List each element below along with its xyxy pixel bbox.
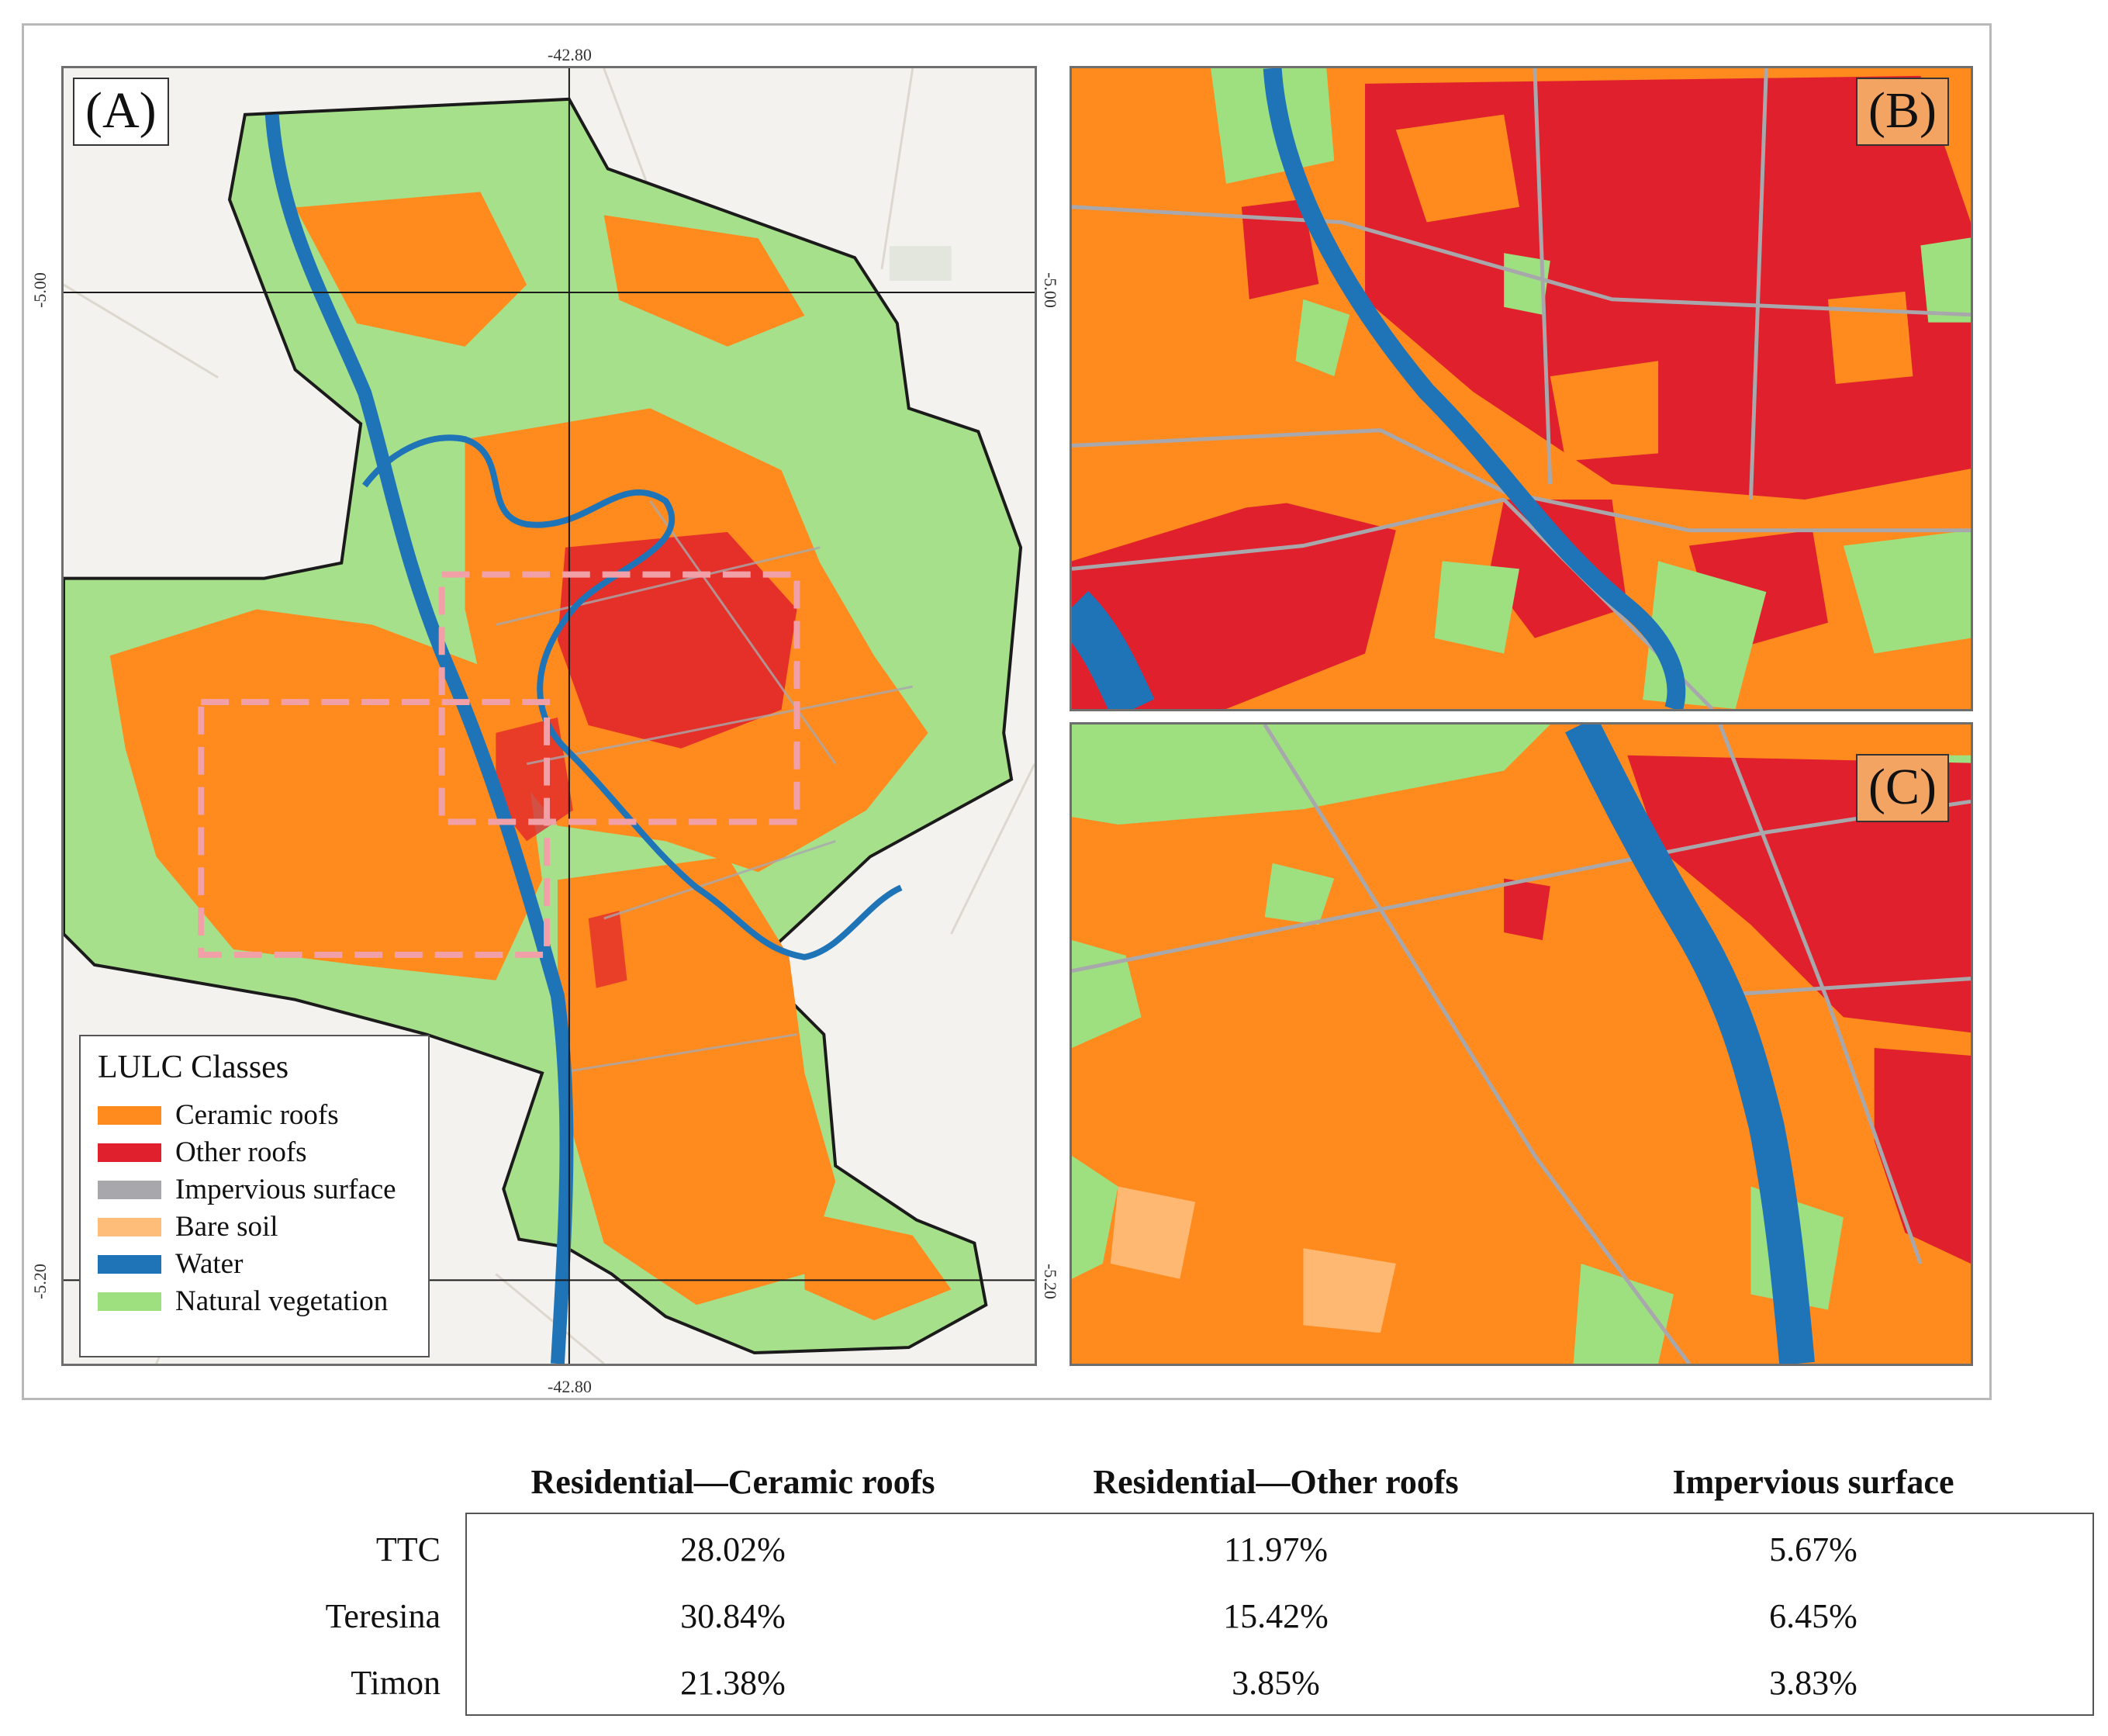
- table-cell: 3.85%: [1232, 1664, 1320, 1702]
- legend-swatch: [98, 1106, 161, 1125]
- table-cell: 21.38%: [680, 1664, 786, 1702]
- legend-label: Ceramic roofs: [175, 1099, 339, 1131]
- ceramic-roof-areas: [1164, 114, 1913, 515]
- lat-label-right-top: -5.00: [1040, 272, 1060, 308]
- legend-label: Natural vegetation: [175, 1285, 389, 1317]
- poti-river: [361, 434, 903, 960]
- bare-soil-areas: [1110, 1186, 1396, 1333]
- map-panel-a: (A) LULC Classes Ceramic roofs Other roo…: [61, 66, 1037, 1366]
- legend-swatch: [98, 1255, 161, 1274]
- table-cell: 15.42%: [1223, 1597, 1329, 1635]
- table-row-label: Timon: [351, 1664, 441, 1702]
- legend-label: Impervious surface: [175, 1174, 396, 1205]
- legend-item-water: Water: [98, 1247, 423, 1281]
- legend-label: Other roofs: [175, 1136, 307, 1168]
- zoom-map-c: [1072, 724, 1971, 1364]
- legend-swatch: [98, 1143, 161, 1162]
- other-roof-areas: [1072, 75, 1971, 709]
- panel-b-label: (B): [1856, 78, 1949, 146]
- legend-swatch: [98, 1292, 161, 1311]
- legend-item-natural-vegetation: Natural vegetation: [98, 1285, 423, 1319]
- inset-extent-boxes: [198, 571, 800, 958]
- legend-title: LULC Classes: [98, 1050, 289, 1085]
- table-cell: 28.02%: [680, 1530, 786, 1568]
- legend-item-ceramic-roofs: Ceramic roofs: [98, 1098, 423, 1133]
- table-header-ceramic-roofs: Residential—Ceramic roofs: [530, 1463, 935, 1501]
- panel-c-label: (C): [1856, 754, 1949, 822]
- table-row-label: TTC: [375, 1530, 441, 1568]
- parnaiba-river: [264, 114, 574, 1364]
- river-branch: [1072, 590, 1155, 709]
- zoom-map-b: [1072, 68, 1971, 709]
- legend-item-impervious-surface: Impervious surface: [98, 1173, 423, 1207]
- map-panel-c: (C): [1070, 722, 1973, 1366]
- table-header-impervious-surface: Impervious surface: [1672, 1463, 1954, 1501]
- figure-frame: (A) LULC Classes Ceramic roofs Other roo…: [22, 23, 1992, 1400]
- legend-label: Bare soil: [175, 1211, 278, 1243]
- other-roof-areas: [1504, 755, 1971, 1264]
- legend-item-other-roofs: Other roofs: [98, 1136, 423, 1170]
- overview-map: [64, 68, 1035, 1364]
- legend-item-bare-soil: Bare soil: [98, 1210, 423, 1244]
- vegetation-areas: [1211, 68, 1971, 709]
- table-cell: 6.45%: [1769, 1597, 1857, 1635]
- basemap-park: [889, 246, 952, 282]
- table-box: [465, 1513, 2094, 1716]
- parnaiba-river: [1263, 68, 1686, 709]
- lon-label-top: -42.80: [548, 45, 592, 64]
- lat-label-left-top: -5.00: [29, 272, 50, 308]
- table-header-other-roofs: Residential—Other roofs: [1093, 1463, 1459, 1501]
- legend-swatch: [98, 1218, 161, 1236]
- legend-label: Water: [175, 1248, 244, 1280]
- legend-swatch: [98, 1181, 161, 1199]
- parnaiba-river: [1565, 724, 1815, 1364]
- table-cell: 3.83%: [1769, 1664, 1857, 1702]
- lat-label-left-bottom: -5.20: [29, 1264, 50, 1299]
- table-cell: 5.67%: [1769, 1530, 1857, 1568]
- map-panel-b: (B): [1070, 66, 1973, 711]
- legend: LULC Classes Ceramic roofs Other roofs I…: [79, 1035, 430, 1357]
- other-roof-areas: [496, 531, 797, 988]
- table-cell: 30.84%: [680, 1597, 786, 1635]
- table-row-label: Teresina: [325, 1597, 441, 1635]
- lat-label-right-bottom: -5.20: [1040, 1264, 1060, 1299]
- table-cell: 11.97%: [1223, 1530, 1329, 1568]
- impervious-roads: [495, 500, 914, 1074]
- lon-label-bottom: -42.80: [548, 1377, 592, 1396]
- panel-a-label: (A): [73, 78, 169, 146]
